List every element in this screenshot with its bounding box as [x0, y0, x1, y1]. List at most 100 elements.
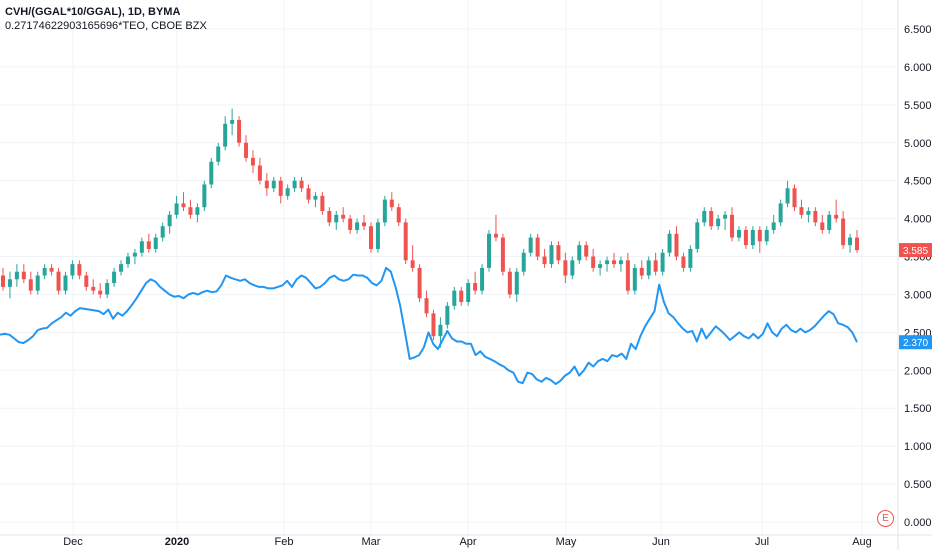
candle	[368, 222, 373, 253]
y-tick-label: 4.000	[904, 214, 932, 226]
candle	[278, 176, 283, 204]
candle	[473, 271, 478, 295]
price-axis[interactable]: 6.5006.0005.5005.0004.5004.0003.5003.000…	[897, 0, 932, 550]
candle	[834, 199, 839, 223]
candle	[716, 214, 721, 230]
candle-body	[403, 222, 408, 261]
candle	[521, 248, 526, 276]
candle	[105, 279, 110, 299]
candle-body	[299, 180, 304, 189]
candle-body	[730, 214, 735, 238]
candle	[417, 264, 422, 303]
last-value-badges: 3.585 2.370	[899, 243, 932, 350]
candle	[646, 256, 651, 280]
candle-body	[271, 180, 276, 189]
candle	[813, 207, 818, 227]
candle-body	[466, 283, 471, 303]
candle	[146, 233, 151, 253]
candle	[216, 142, 221, 166]
y-tick-label: 1.000	[904, 441, 932, 453]
candle-body	[417, 267, 422, 299]
candle	[91, 279, 96, 295]
candle	[174, 195, 179, 219]
candle	[237, 116, 242, 147]
candle-body	[723, 214, 728, 219]
candle	[230, 108, 235, 136]
x-tick-label: 2020	[165, 536, 189, 548]
candle-body	[611, 260, 616, 265]
candle-body	[77, 264, 82, 276]
time-axis[interactable]: Dec 2020 Feb Mar Apr May Jun Jul Aug	[0, 534, 932, 548]
y-tick-label: 6.500	[904, 24, 932, 36]
candle	[223, 116, 228, 151]
candle	[855, 229, 859, 253]
y-tick-label: 6.000	[904, 62, 932, 74]
candle-body	[743, 229, 748, 246]
candle	[306, 184, 311, 204]
candle-body	[813, 211, 818, 223]
candle-body	[563, 260, 568, 276]
candle-body	[438, 324, 443, 337]
last-value-badge	[899, 243, 932, 258]
candle	[320, 192, 325, 215]
last-value-label: 3.585	[903, 246, 928, 257]
y-tick-label: 2.000	[904, 365, 932, 377]
candle-body	[542, 256, 547, 265]
candle	[431, 309, 436, 340]
candle	[1, 267, 5, 291]
y-tick-label: 4.500	[904, 176, 932, 188]
candle	[21, 264, 26, 284]
candle	[632, 264, 637, 295]
candle-body	[591, 256, 596, 268]
candle-body	[507, 271, 512, 295]
candle	[480, 264, 485, 295]
y-tick-label: 1.500	[904, 403, 932, 415]
candle-body	[702, 211, 707, 223]
candle-body	[556, 245, 561, 261]
candle	[841, 211, 846, 249]
candle-body	[736, 229, 741, 238]
y-tick-label: 0.500	[904, 479, 932, 491]
candle	[709, 207, 714, 230]
candle-body	[1, 275, 5, 287]
x-tick-label: Feb	[275, 536, 294, 548]
candle-body	[327, 211, 332, 223]
candle	[514, 267, 519, 303]
events-icon[interactable]: E	[877, 510, 894, 527]
candle-body	[535, 237, 540, 257]
candle	[167, 211, 172, 234]
candle-body	[320, 195, 325, 212]
candle-body	[820, 222, 825, 230]
candle-body	[132, 252, 137, 257]
candle-body	[681, 256, 686, 268]
candle	[466, 279, 471, 306]
last-value-badge	[899, 335, 932, 350]
legend-secondary-symbol[interactable]: 0.27174622903165696*TEO, CBOE BZX	[5, 20, 207, 32]
candle	[764, 226, 769, 246]
candle-body	[174, 203, 179, 215]
candle	[84, 271, 89, 291]
candle-body	[500, 237, 505, 272]
candle	[625, 252, 630, 295]
candle-body	[688, 248, 693, 268]
candle-body	[375, 222, 380, 249]
candle-body	[125, 256, 130, 265]
candle-body	[355, 222, 360, 230]
candle	[56, 267, 61, 295]
candle-body	[750, 229, 755, 246]
candle	[695, 218, 700, 253]
candle	[556, 241, 561, 265]
y-tick-label: 0.000	[904, 517, 932, 529]
legend-primary-symbol[interactable]: CVH/(GGAL*10/GGAL), 1D, BYMA	[5, 6, 181, 18]
x-tick-label: Jun	[652, 536, 670, 548]
candle-body	[487, 233, 492, 268]
candle-body	[834, 214, 839, 219]
candle	[375, 218, 380, 253]
candle-body	[368, 226, 373, 249]
candle	[28, 271, 33, 295]
candle	[341, 207, 346, 223]
candle	[264, 173, 269, 196]
candle-body	[618, 260, 623, 265]
